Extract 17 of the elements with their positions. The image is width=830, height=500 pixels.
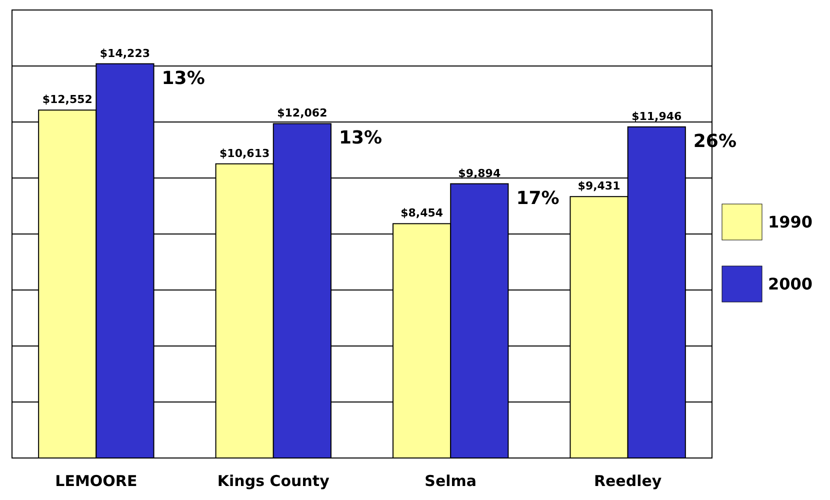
x-tick-label: Kings County bbox=[217, 472, 330, 490]
data-label: $9,431 bbox=[578, 180, 620, 193]
data-label: $10,613 bbox=[220, 146, 270, 160]
annotation: 13% bbox=[162, 68, 205, 89]
data-label: $12,552 bbox=[42, 93, 92, 106]
annotation: 13% bbox=[338, 128, 382, 149]
data-label: $12,062 bbox=[277, 106, 328, 120]
legend-label: 1990 bbox=[768, 212, 813, 232]
data-label: $11,946 bbox=[632, 110, 682, 123]
x-tick-label: LEMOORE bbox=[55, 472, 138, 490]
x-tick-label: Selma bbox=[424, 472, 477, 490]
annotation: 17% bbox=[516, 188, 560, 209]
x-tick-label: Reedley bbox=[594, 472, 662, 490]
data-label: $9,894 bbox=[458, 166, 501, 180]
legend-label: 2000 bbox=[768, 274, 813, 294]
data-label: $8,454 bbox=[400, 206, 444, 220]
data-label: $14,223 bbox=[100, 46, 150, 60]
